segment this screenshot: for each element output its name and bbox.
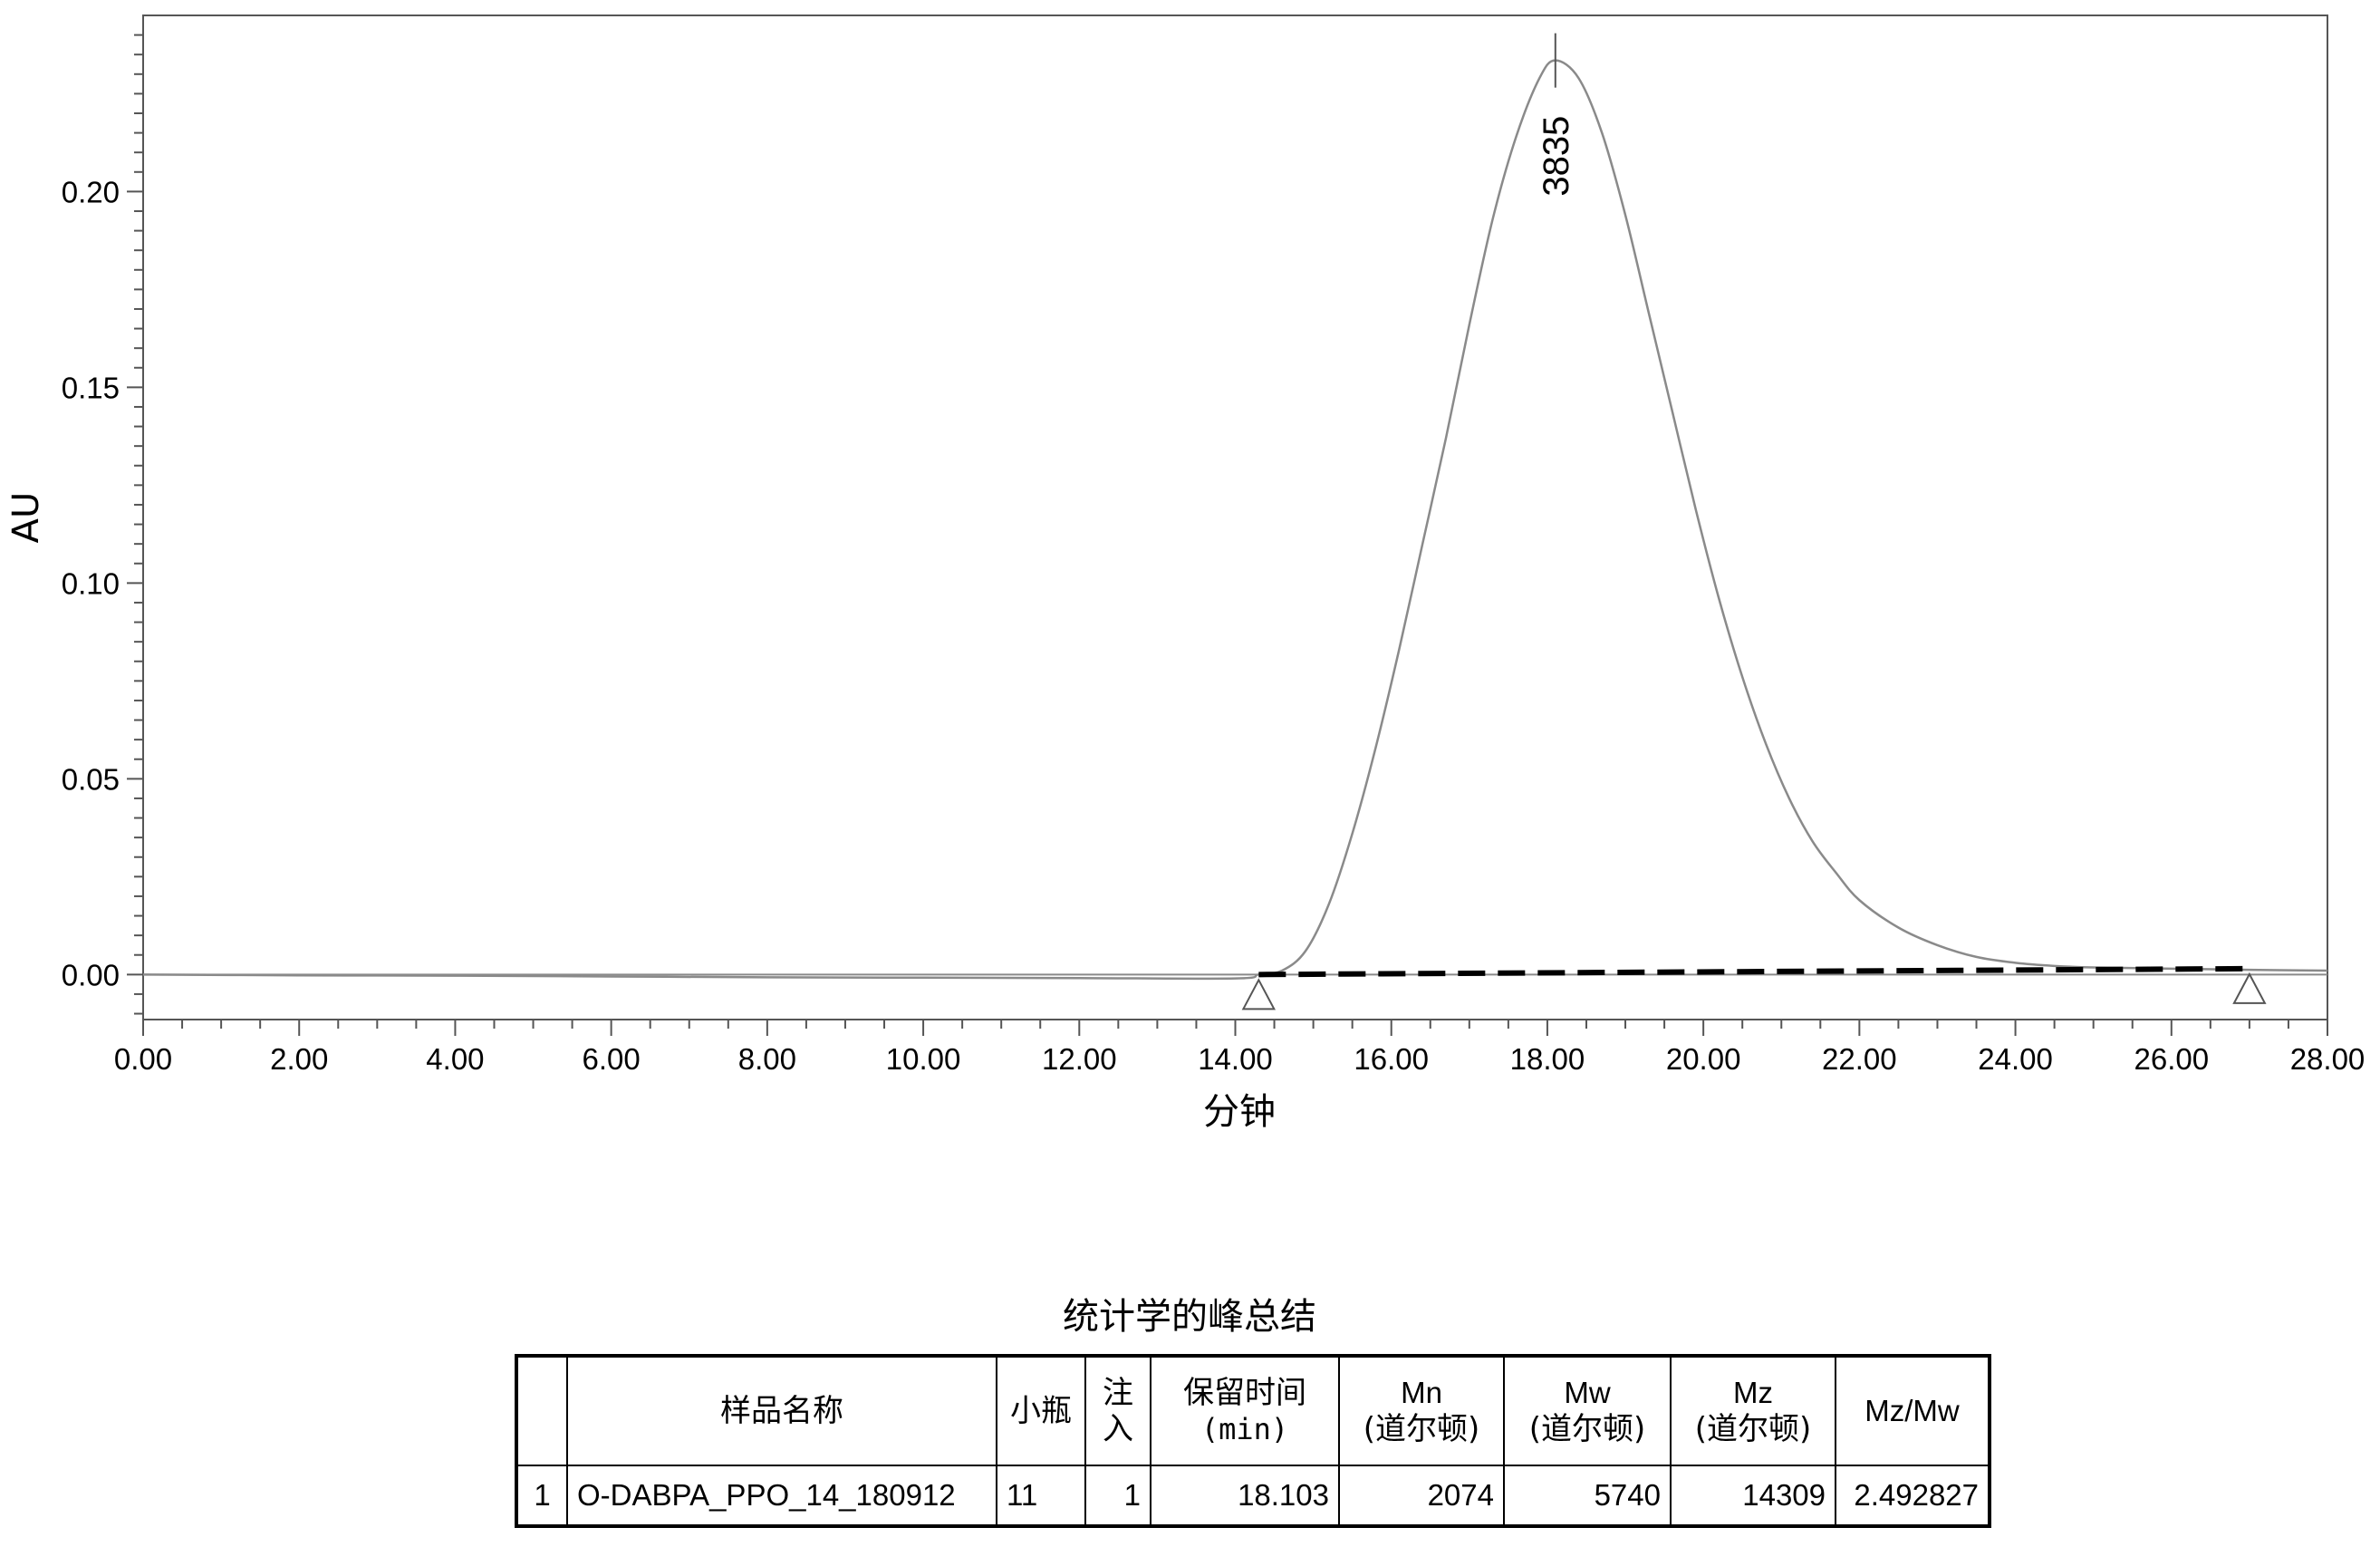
header-sample-name: 样品名称 (566, 1355, 997, 1466)
cell-injection: 1 (1084, 1465, 1151, 1527)
x-tick-label: 4.00 (426, 1042, 484, 1076)
x-tick-label: 2.00 (270, 1042, 328, 1076)
header-mw: Mw (道尔顿) (1503, 1355, 1672, 1466)
x-axis-title: 分钟 (1203, 1091, 1276, 1133)
integration-baseline (1258, 965, 2250, 978)
y-tick-label: 0.00 (62, 958, 120, 991)
x-axis-ticks: 0.00 2.00 4.00 6.00 8.00 10.00 12.00 14.00 16.00… (114, 1020, 2365, 1076)
y-tick-label: 0.10 (62, 566, 120, 600)
x-tick-label: 10.00 (886, 1042, 961, 1076)
x-tick-label: 26.00 (2134, 1042, 2209, 1076)
y-axis-ticks: 0.00 0.05 0.10 0.15 0.20 (62, 34, 143, 1015)
x-tick-label: 18.00 (1510, 1042, 1585, 1076)
integration-marker (1241, 978, 1276, 1010)
header-retention-time: 保留时间 (min) (1150, 1355, 1340, 1466)
cell-retention-time: 18.103 (1150, 1465, 1340, 1527)
header-mz: Mz (道尔顿) (1670, 1355, 1836, 1466)
x-tick-label: 20.00 (1666, 1042, 1741, 1076)
x-tick-label: 28.00 (2290, 1042, 2366, 1076)
x-tick-label: 16.00 (1354, 1042, 1429, 1076)
header-mn: Mn (道尔顿) (1338, 1355, 1505, 1466)
chromatogram-trace (142, 59, 2328, 981)
y-tick-label: 0.05 (62, 762, 120, 796)
x-tick-label: 22.00 (1822, 1042, 1897, 1076)
x-tick-label: 6.00 (583, 1042, 641, 1076)
cell-mw: 5740 (1503, 1465, 1672, 1527)
header-injection: 注入 (1084, 1355, 1151, 1466)
x-tick-label: 8.00 (738, 1042, 796, 1076)
table-header-row: 样品名称 小瓶 注入 保留时间 (min) Mn (道尔顿) Mw (道尔顿) Mz(… (516, 1355, 1990, 1466)
cell-mz-mw: 2.492827 (1835, 1465, 1990, 1527)
x-tick-label: 14.00 (1198, 1042, 1273, 1076)
chromatogram-chart: 0.00 2.00 4.00 6.00 8.00 10.00 12.00 14.00 16.00… (5, 15, 2365, 1133)
cell-sample-name: O-DABPA_PPO_14_180912 (566, 1465, 997, 1527)
x-tick-label: 24.00 (1978, 1042, 2053, 1076)
cell-mn: 2074 (1338, 1465, 1505, 1527)
cell-vial: 11 (996, 1465, 1086, 1527)
summary-title: 统计学的峰总结 (1063, 1296, 1316, 1338)
integration-markers (1241, 972, 2267, 1010)
cell-index: 1 (516, 1465, 568, 1527)
header-vial: 小瓶 (996, 1355, 1086, 1466)
header-index (516, 1355, 568, 1466)
peak-summary-table: 样品名称 小瓶 注入 保留时间 (min) Mn (道尔顿) Mw (道尔顿) Mz(… (515, 1354, 1991, 1528)
plot-frame (142, 15, 2328, 1020)
y-axis-title: AU (5, 492, 47, 544)
x-tick-label: 0.00 (114, 1042, 172, 1076)
table-row: 1 O-DABPA_PPO_14_180912 11 1 18.103 2074… (516, 1465, 1990, 1527)
y-tick-label: 0.20 (62, 175, 120, 208)
integration-marker (2232, 972, 2267, 1004)
x-tick-label: 12.00 (1042, 1042, 1117, 1076)
cell-mz: 14309 (1670, 1465, 1836, 1527)
y-tick-label: 0.15 (62, 371, 120, 404)
header-mz-mw: Mz/Mw (1835, 1355, 1990, 1466)
peak-label: 3835 (1537, 116, 1576, 197)
